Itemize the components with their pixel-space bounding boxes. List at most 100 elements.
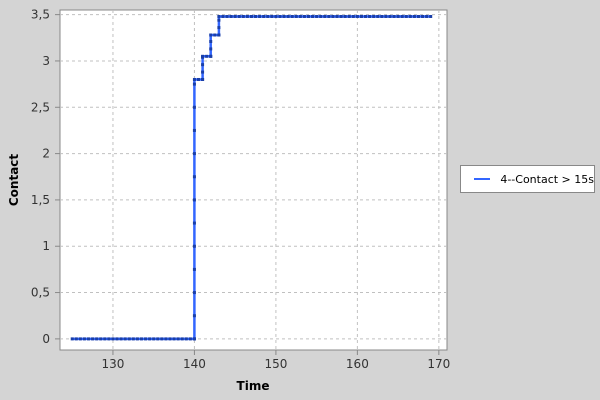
data-point xyxy=(380,14,384,18)
data-point xyxy=(209,54,213,58)
data-point xyxy=(306,14,310,18)
data-point xyxy=(298,14,302,18)
data-point xyxy=(404,14,408,18)
y-tick-label: 0,5 xyxy=(31,286,50,300)
legend: 4--Contact > 15s xyxy=(460,165,595,193)
data-point xyxy=(364,14,368,18)
data-point xyxy=(201,77,205,81)
data-point xyxy=(192,267,196,271)
data-point xyxy=(201,63,205,67)
data-point xyxy=(107,337,111,341)
data-point xyxy=(87,337,91,341)
data-point xyxy=(315,14,319,18)
x-tick-label: 170 xyxy=(427,357,450,371)
data-point xyxy=(331,14,335,18)
data-point xyxy=(217,18,221,22)
data-point xyxy=(278,14,282,18)
data-point xyxy=(225,14,229,18)
data-point xyxy=(74,337,78,341)
data-point xyxy=(192,314,196,318)
axes: 130 140 150 160 170 0 0,5 1 1,5 2 2,5 3 3,5 xyxy=(31,8,450,371)
y-tick-label: 3 xyxy=(42,54,50,68)
data-point xyxy=(229,14,233,18)
data-point xyxy=(160,337,164,341)
data-point xyxy=(254,14,258,18)
data-point xyxy=(339,14,343,18)
data-point xyxy=(262,14,266,18)
data-point xyxy=(135,337,139,341)
y-tick-label: 1 xyxy=(42,239,50,253)
data-point xyxy=(408,14,412,18)
y-tick-label: 0 xyxy=(42,332,50,346)
data-point xyxy=(192,198,196,202)
data-point xyxy=(192,77,196,81)
x-axis-title: Time xyxy=(237,379,270,393)
data-point xyxy=(91,337,95,341)
data-point xyxy=(192,82,196,86)
data-point xyxy=(425,14,429,18)
data-point xyxy=(368,14,372,18)
data-point xyxy=(115,337,119,341)
data-point xyxy=(209,47,213,51)
data-point xyxy=(372,14,376,18)
data-point xyxy=(180,337,184,341)
data-point xyxy=(359,14,363,18)
data-point xyxy=(221,14,225,18)
data-point xyxy=(148,337,152,341)
data-point xyxy=(164,337,168,341)
data-point xyxy=(144,337,148,341)
data-point xyxy=(123,337,127,341)
data-point xyxy=(351,14,355,18)
data-point xyxy=(245,14,249,18)
data-point xyxy=(201,54,205,58)
data-point xyxy=(152,337,156,341)
data-point xyxy=(209,39,213,43)
data-point xyxy=(139,337,143,341)
data-point xyxy=(388,14,392,18)
data-point xyxy=(290,14,294,18)
data-point xyxy=(384,14,388,18)
data-point xyxy=(156,337,160,341)
data-point xyxy=(192,152,196,156)
y-axis-title: Contact xyxy=(7,154,21,207)
data-point xyxy=(192,337,196,341)
data-point xyxy=(78,337,82,341)
data-point xyxy=(392,14,396,18)
data-point xyxy=(192,128,196,132)
data-point xyxy=(70,337,74,341)
data-point xyxy=(176,337,180,341)
data-point xyxy=(274,14,278,18)
y-tick-label: 1,5 xyxy=(31,193,50,207)
data-point xyxy=(376,14,380,18)
data-point xyxy=(201,70,205,74)
data-point xyxy=(233,14,237,18)
data-point xyxy=(217,33,221,37)
data-point xyxy=(266,14,270,18)
data-point xyxy=(294,14,298,18)
data-point xyxy=(412,14,416,18)
data-point xyxy=(82,337,86,341)
data-point xyxy=(103,337,107,341)
data-point xyxy=(168,337,172,341)
data-point xyxy=(327,14,331,18)
grid xyxy=(60,10,447,350)
data-point xyxy=(429,14,433,18)
data-point xyxy=(209,33,213,37)
plot-area xyxy=(59,9,448,351)
data-point xyxy=(270,14,274,18)
legend-label: 4--Contact > 15s xyxy=(500,172,594,186)
data-point xyxy=(197,77,201,81)
data-point xyxy=(99,337,103,341)
data-point xyxy=(396,14,400,18)
data-point xyxy=(192,175,196,179)
data-point xyxy=(192,291,196,295)
data-point xyxy=(400,14,404,18)
data-point xyxy=(95,337,99,341)
data-point xyxy=(347,14,351,18)
data-point xyxy=(213,33,217,37)
data-point xyxy=(172,337,176,341)
data-point xyxy=(249,14,253,18)
x-tick-label: 150 xyxy=(264,357,287,371)
data-point xyxy=(319,14,323,18)
